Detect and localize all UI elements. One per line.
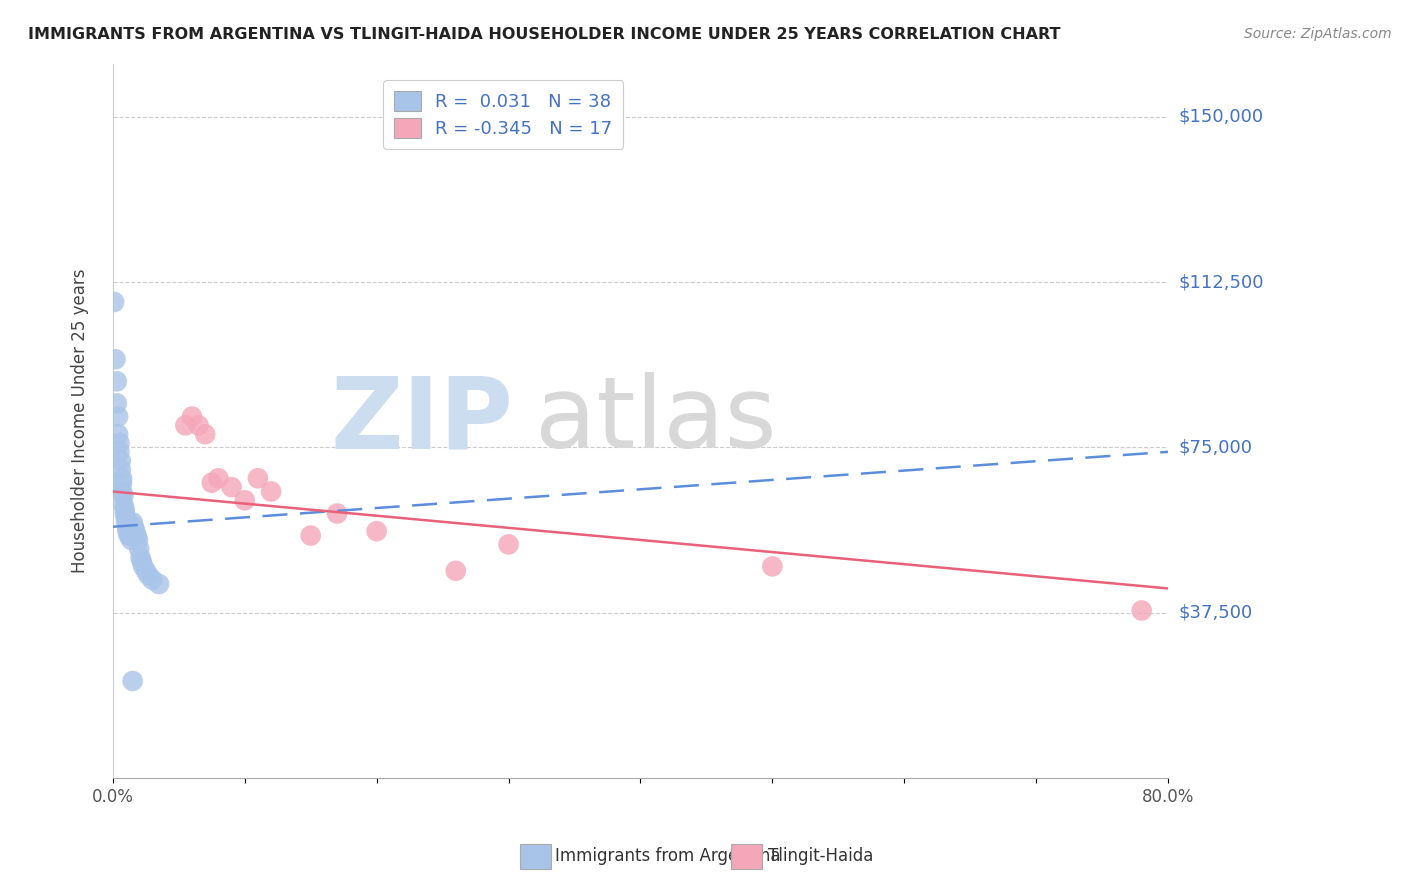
Point [299,528,322,542]
Point [128,541,150,556]
Text: IMMIGRANTS FROM ARGENTINA VS TLINGIT-HAIDA HOUSEHOLDER INCOME UNDER 25 YEARS COR: IMMIGRANTS FROM ARGENTINA VS TLINGIT-HAI… [28,27,1060,42]
Point [207,471,229,485]
Point [221,480,243,494]
Point [181,409,204,424]
Point [111,471,134,485]
Point [187,418,209,433]
Point [246,471,269,485]
Point [115,511,138,525]
Point [118,528,141,542]
Point [118,528,141,542]
Point [104,352,127,367]
Point [122,520,145,534]
Point [114,507,136,521]
Point [138,568,160,582]
Text: Immigrants from Argentina: Immigrants from Argentina [555,847,780,865]
Point [233,493,256,508]
Point [110,462,132,476]
Point [105,396,128,410]
Point [498,537,520,551]
Text: $150,000: $150,000 [1178,108,1264,126]
Point [112,498,135,512]
Point [141,573,163,587]
Point [124,524,146,538]
Y-axis label: Householder Income Under 25 years: Householder Income Under 25 years [72,268,89,574]
Text: atlas: atlas [534,373,776,469]
Point [115,516,138,530]
Point [131,555,153,569]
Point [107,427,129,442]
Text: ZIP: ZIP [330,373,513,469]
Point [761,559,783,574]
Point [174,418,197,433]
Point [127,533,149,547]
Point [125,528,148,542]
Point [132,559,155,574]
Point [1130,603,1153,617]
Point [120,533,142,547]
Legend: R =  0.031   N = 38, R = -0.345   N = 17: R = 0.031 N = 38, R = -0.345 N = 17 [382,80,623,149]
Text: Tlingit-Haida: Tlingit-Haida [768,847,873,865]
Point [111,475,134,490]
Point [129,550,152,565]
Point [194,427,217,442]
Text: $75,000: $75,000 [1178,439,1253,457]
Point [260,484,283,499]
Point [117,520,139,534]
Point [117,524,139,538]
Point [135,564,157,578]
Point [105,375,128,389]
Point [121,673,143,688]
Point [107,409,129,424]
Point [108,445,131,459]
Point [148,577,170,591]
Point [103,295,125,310]
Text: $37,500: $37,500 [1178,604,1253,622]
Point [114,502,136,516]
Text: $112,500: $112,500 [1178,273,1264,291]
Point [326,507,349,521]
Point [111,484,134,499]
Point [121,516,143,530]
Text: Source: ZipAtlas.com: Source: ZipAtlas.com [1244,27,1392,41]
Point [366,524,388,538]
Point [444,564,467,578]
Point [108,436,131,450]
Point [201,475,224,490]
Point [112,489,135,503]
Point [110,453,132,467]
